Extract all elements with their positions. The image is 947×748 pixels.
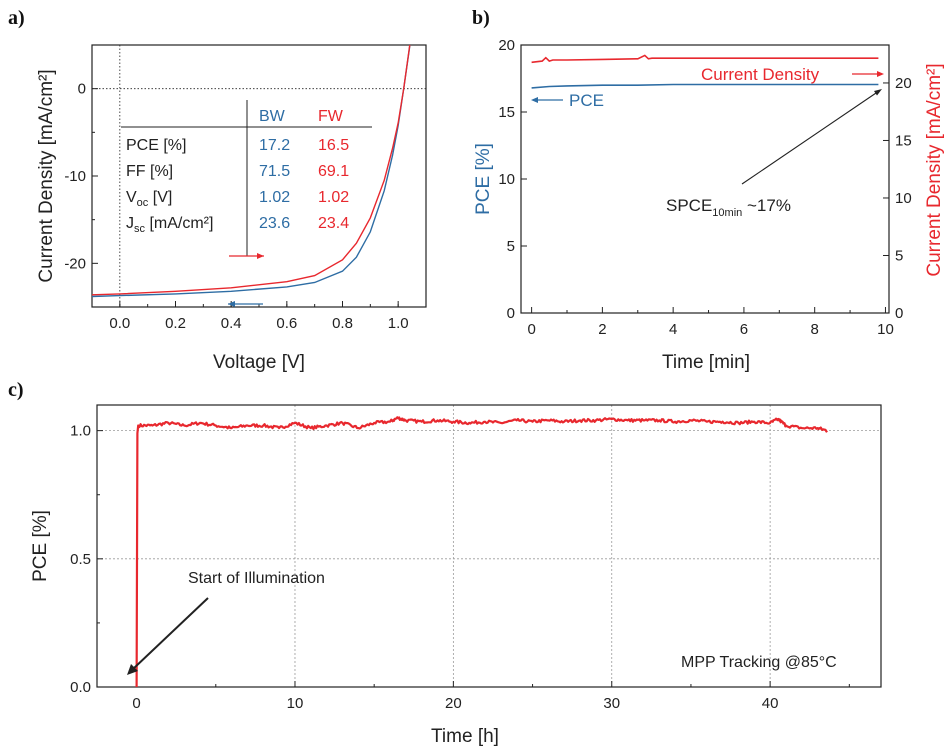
table-row-label: Voc [V] — [126, 189, 172, 209]
y2-tick-label: 15 — [895, 132, 912, 149]
panel-c-label: c) — [8, 379, 24, 401]
panel-c-series — [135, 416, 828, 688]
pce-label: PCE — [569, 91, 604, 110]
mpp-tracking-annotation: MPP Tracking @85°C — [681, 654, 837, 671]
panel-a-series — [92, 45, 411, 298]
panel-a-label: a) — [8, 7, 25, 29]
x-tick-label: 4 — [669, 321, 677, 338]
x-tick-label: 0.0 — [109, 315, 130, 332]
y-tick-label: 0 — [507, 305, 515, 322]
bw-arrowhead — [228, 301, 235, 307]
x-tick-label: 10 — [287, 695, 304, 712]
x-tick-label: 0.8 — [332, 315, 353, 332]
panel-c: c) 0 10 20 30 40 0.0 0.5 1.0 Time [h] PCE [%] S… — [8, 379, 882, 747]
spce-arrowhead — [874, 89, 882, 96]
table-row-fw-value: 23.4 — [318, 215, 349, 232]
table-row-label: FF [%] — [126, 163, 173, 180]
y-tick-label: 20 — [498, 37, 515, 54]
panel-c-xlabel: Time [h] — [431, 726, 499, 747]
fw-arrowhead — [257, 253, 264, 259]
y2-tick-label: 0 — [895, 305, 903, 322]
table-row-label: PCE [%] — [126, 137, 186, 154]
y-tick-label: 15 — [498, 104, 515, 121]
table-row-fw-value: 1.02 — [318, 189, 349, 206]
x-tick-label: 0 — [527, 321, 535, 338]
y-tick-label: 0.0 — [70, 679, 91, 696]
series-pce-line — [531, 83, 879, 89]
table-row-bw-value: 1.02 — [259, 189, 290, 206]
panel-b-xlabel: Time [min] — [662, 352, 750, 373]
x-tick-label: 0.6 — [276, 315, 297, 332]
table-row-label: Jsc [mA/cm²] — [126, 215, 213, 235]
table-row-bw-value: 17.2 — [259, 137, 290, 154]
scan-direction-arrows — [228, 253, 264, 307]
series-current-density-line — [531, 54, 879, 64]
start-illumination-arrow — [132, 597, 209, 670]
x-tick-label: 0.4 — [221, 315, 242, 332]
y2-tick-label: 20 — [895, 75, 912, 92]
x-tick-label: 10 — [877, 321, 894, 338]
parameter-table: BW FW PCE [%] 17.2 16.5 FF [%] 71.5 69.1 Voc [… — [121, 100, 372, 256]
y-tick-label: 1.0 — [70, 423, 91, 440]
y-tick-label: 10 — [498, 171, 515, 188]
panel-c-frame — [96, 404, 882, 688]
mpp-pce-trace — [135, 416, 828, 688]
series-fw-line — [92, 45, 411, 296]
spce-arrow — [741, 90, 880, 185]
panel-b-ylabel: PCE [%] — [473, 143, 494, 215]
panel-b-series — [531, 54, 879, 89]
pce-arrowhead — [531, 97, 538, 103]
y2-tick-label: 10 — [895, 190, 912, 207]
x-tick-label: 20 — [445, 695, 462, 712]
table-row-bw-value: 71.5 — [259, 163, 290, 180]
table-row-bw-value: 23.6 — [259, 215, 290, 232]
panel-c-ylabel: PCE [%] — [30, 510, 51, 582]
x-tick-label: 0 — [132, 695, 140, 712]
panel-a-xlabel: Voltage [V] — [213, 352, 305, 373]
start-illumination-annotation: Start of Illumination — [188, 570, 325, 587]
x-tick-label: 1.0 — [388, 315, 409, 332]
current-density-arrowhead — [877, 71, 884, 77]
y-tick-label: -20 — [64, 255, 86, 272]
y2-tick-label: 5 — [895, 247, 903, 264]
table-row-fw-value: 16.5 — [318, 137, 349, 154]
table-row-fw-value: 69.1 — [318, 163, 349, 180]
x-tick-label: 40 — [762, 695, 779, 712]
start-illumination-arrowhead — [127, 664, 138, 675]
x-tick-label: 6 — [740, 321, 748, 338]
y-tick-label: -10 — [64, 168, 86, 185]
table-header-bw: BW — [259, 108, 286, 125]
panel-b-label: b) — [472, 7, 490, 29]
panel-a-ylabel: Current Density [mA/cm²] — [36, 69, 57, 282]
panel-c-grid — [97, 405, 881, 687]
y-tick-label: 0 — [78, 81, 86, 98]
panel-c-ticks: 0 10 20 30 40 0.0 0.5 1.0 — [70, 423, 850, 712]
table-rows: PCE [%] 17.2 16.5 FF [%] 71.5 69.1 Voc [V] 1.02… — [126, 137, 349, 235]
x-tick-label: 8 — [811, 321, 819, 338]
panel-b-y2label: Current Density [mA/cm²] — [924, 63, 945, 276]
current-density-label: Current Density — [701, 65, 820, 84]
x-tick-label: 2 — [598, 321, 606, 338]
panel-a-ticks: 0.0 0.2 0.4 0.6 0.8 1.0 0 -10 -20 — [64, 44, 426, 332]
y-tick-label: 5 — [507, 238, 515, 255]
panel-a: a) 0.0 0.2 0.4 0.6 0.8 1.0 0 -10 -20 Voltage [V]… — [8, 7, 427, 373]
y-tick-label: 0.5 — [70, 551, 91, 568]
x-tick-label: 30 — [603, 695, 620, 712]
x-tick-label: 0.2 — [165, 315, 186, 332]
table-header-fw: FW — [318, 108, 344, 125]
spce-annotation: SPCE10min ~17% — [666, 196, 791, 219]
